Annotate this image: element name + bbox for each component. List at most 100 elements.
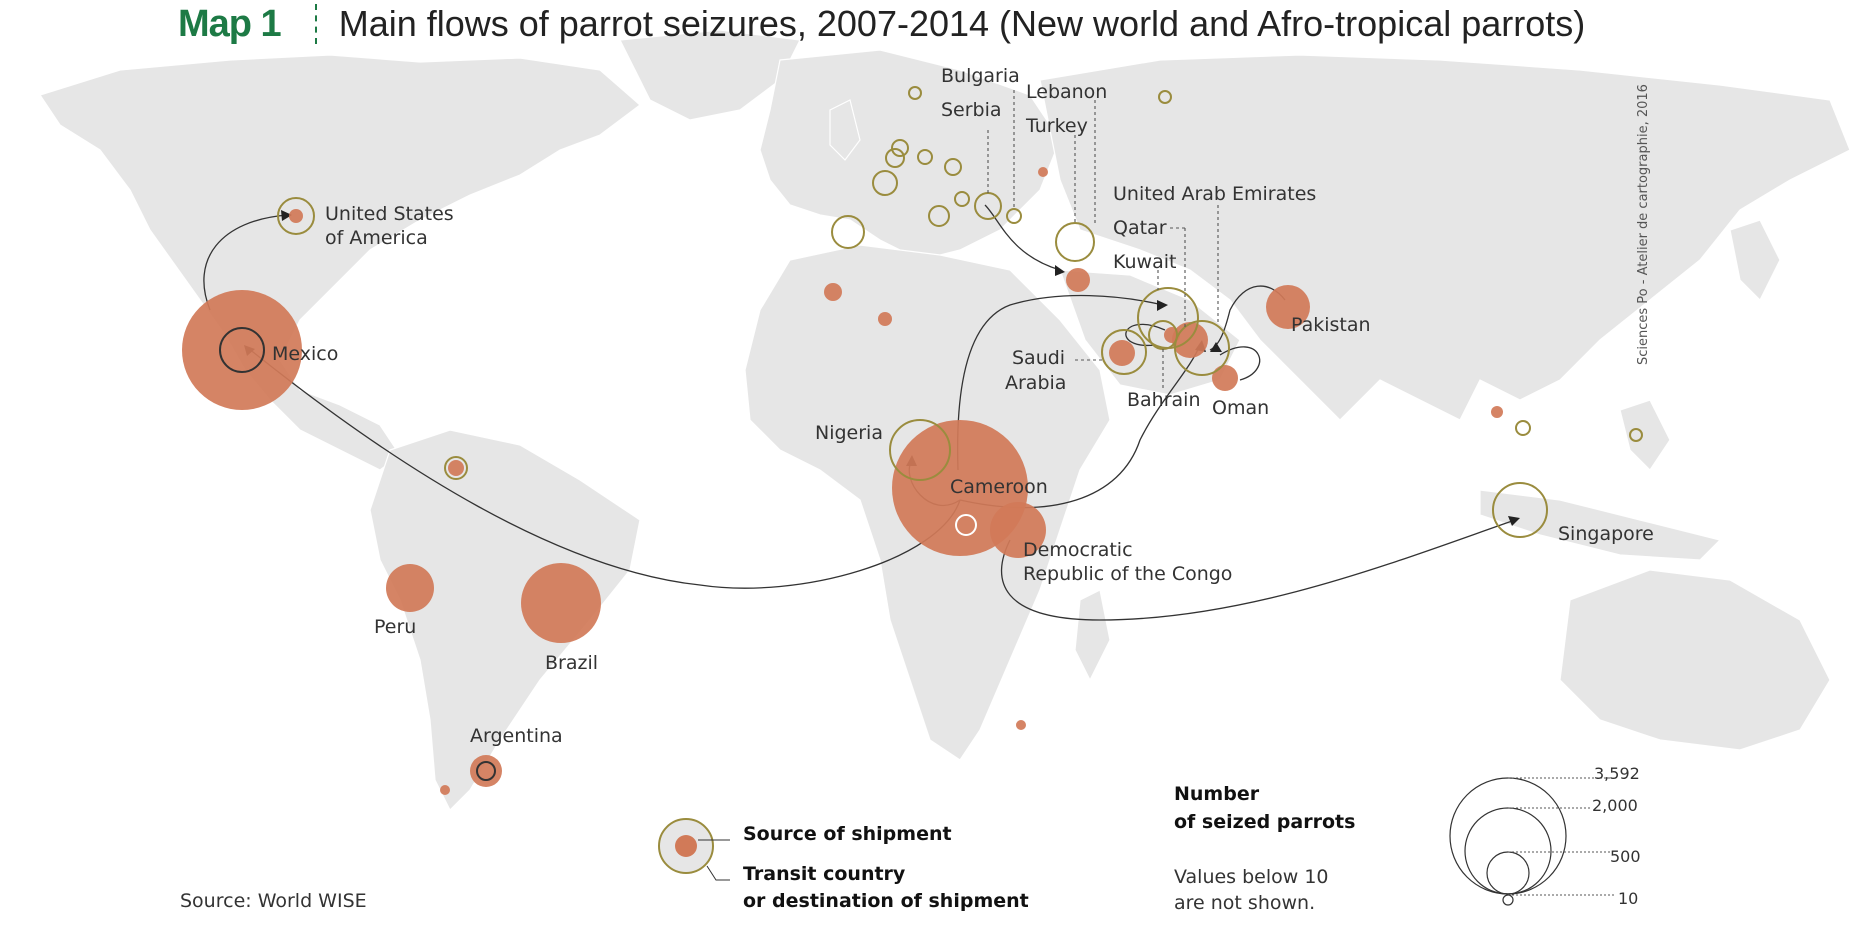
header-separator <box>314 4 317 44</box>
circle-turkey-source <box>1066 268 1090 292</box>
circle-russia-transit <box>1158 90 1172 104</box>
flow-pakistan-uae <box>1209 285 1286 351</box>
label-drc: Democratic <box>1023 539 1133 561</box>
circle-pakistan-source <box>1266 285 1310 329</box>
circle-venezuela-source <box>448 460 464 476</box>
north-america-shape <box>39 54 641 471</box>
circle-belgium-transit <box>917 149 933 165</box>
legend-scale-circle-500 <box>1486 851 1530 895</box>
source-note: Source: World WISE <box>180 890 367 912</box>
flow-oman-loop <box>1219 346 1261 381</box>
circle-saudi-transit <box>1101 329 1147 375</box>
legend-scale-value-500: 500 <box>1610 847 1641 866</box>
legend-transit-label: Transit country <box>743 863 906 885</box>
label-mexico: Mexico <box>272 343 338 365</box>
legend-scale-value-2000: 2,000 <box>1592 796 1638 815</box>
label-singapore: Singapore <box>1558 523 1654 545</box>
circle-nigeria-transit <box>889 419 951 481</box>
label-pakistan: Pakistan <box>1291 314 1371 336</box>
circle-turkey-transit <box>1055 222 1095 262</box>
legend-below-note: Values below 10 <box>1174 866 1329 888</box>
label-drc-line2: Republic of the Congo <box>1023 563 1232 585</box>
uk-shape <box>829 99 861 161</box>
map-header: Map 1 Main flows of parrot seizures, 200… <box>178 3 1586 45</box>
circle-bulgaria-transit <box>1006 208 1022 224</box>
legend-source-label: Source of shipment <box>743 823 952 845</box>
label-serbia: Serbia <box>941 99 1002 121</box>
circle-spain-transit <box>831 215 865 249</box>
circle-uk-transit <box>885 148 905 168</box>
label-turkey: Turkey <box>1025 115 1088 137</box>
legend-symbols: Source of shipment Transit country or de… <box>658 818 1029 912</box>
arrowhead-oman <box>1210 342 1222 352</box>
label-peru: Peru <box>374 616 416 638</box>
country-labels: United States of America Mexico Peru Bra… <box>272 65 1654 747</box>
legend-number-title-line2: of seized parrots <box>1174 811 1355 833</box>
flow-cameroon-mexico <box>247 347 961 589</box>
flow-drc-singapore <box>1000 519 1516 621</box>
legend-scale-value-3592: 3,592 <box>1594 764 1640 783</box>
label-lebanon: Lebanon <box>1026 81 1107 103</box>
circle-argentina-transit <box>476 761 496 781</box>
circle-mexico-source <box>182 290 302 410</box>
legend-scale-circle-2000 <box>1464 807 1552 895</box>
circle-usa-transit <box>277 197 315 235</box>
circle-brazil-source <box>521 563 601 643</box>
indonesia-shape <box>1479 489 1722 561</box>
circle-saudi-source <box>1109 340 1135 366</box>
arrowhead-saudi <box>1157 300 1168 311</box>
circle-drc-source <box>990 502 1046 558</box>
flow-mexico-usa <box>203 214 289 311</box>
circle-peru-source <box>386 564 434 612</box>
legend-scale-value-10: 10 <box>1618 889 1638 908</box>
legend-source-circle <box>675 835 697 857</box>
circle-austria-transit <box>954 191 970 207</box>
circle-mexico-transit <box>219 327 265 373</box>
label-qatar: Qatar <box>1113 217 1167 239</box>
label-saudi-line2: Arabia <box>1005 372 1066 394</box>
label-uae: United Arab Emirates <box>1113 183 1316 205</box>
circle-italy-transit <box>928 205 950 227</box>
circle-germany-transit <box>944 158 962 176</box>
circle-chile-source <box>440 785 450 795</box>
legend-below-note-line2: are not shown. <box>1174 892 1315 914</box>
australia-shape <box>1559 569 1831 751</box>
legend-transit-label-line2: or destination of shipment <box>743 890 1029 912</box>
label-brazil: Brazil <box>545 652 598 674</box>
philippines-shape <box>1619 399 1671 471</box>
circle-venezuela-transit <box>444 456 468 480</box>
circle-ukraine-source <box>1038 167 1048 177</box>
legend-scale-circle-10 <box>1502 894 1514 906</box>
flow-serbia-turkey <box>984 204 1061 271</box>
asia-shape <box>1039 54 1851 421</box>
label-bulgaria: Bulgaria <box>941 65 1020 87</box>
arrowhead-singapore <box>1508 516 1520 526</box>
label-oman: Oman <box>1212 397 1269 419</box>
label-cameroon: Cameroon <box>950 476 1048 498</box>
flow-cameroon-saudi <box>956 294 1164 471</box>
circle-oman-source <box>1212 365 1238 391</box>
label-kuwait: Kuwait <box>1113 251 1176 273</box>
arrowhead-usa <box>281 210 292 221</box>
source-circles <box>182 167 1503 795</box>
map-title: Main flows of parrot seizures, 2007-2014… <box>338 3 1586 44</box>
leader-lines <box>987 90 1219 390</box>
circle-uae-transit <box>1174 320 1230 376</box>
label-usa: United States <box>325 203 454 225</box>
circle-netherlands-transit <box>891 139 909 157</box>
label-bahrain: Bahrain <box>1127 389 1201 411</box>
circle-thailand-source <box>1491 406 1503 418</box>
legend-scale: Number of seized parrots Values below 10… <box>1174 764 1641 914</box>
credit-text: Sciences Po - Atelier de cartographie, 2… <box>1636 84 1651 365</box>
legend-number-title: Number <box>1174 783 1260 805</box>
arrowhead-turkey <box>1055 265 1065 276</box>
land-masses <box>39 29 1851 812</box>
circle-usa-source <box>289 209 303 223</box>
circle-algeria-source <box>824 283 842 301</box>
circle-denmark-transit <box>908 86 922 100</box>
circle-france-transit <box>872 170 898 196</box>
label-usa-line2: of America <box>325 227 428 249</box>
circle-southafrica-source <box>1016 720 1026 730</box>
label-argentina: Argentina <box>470 725 563 747</box>
